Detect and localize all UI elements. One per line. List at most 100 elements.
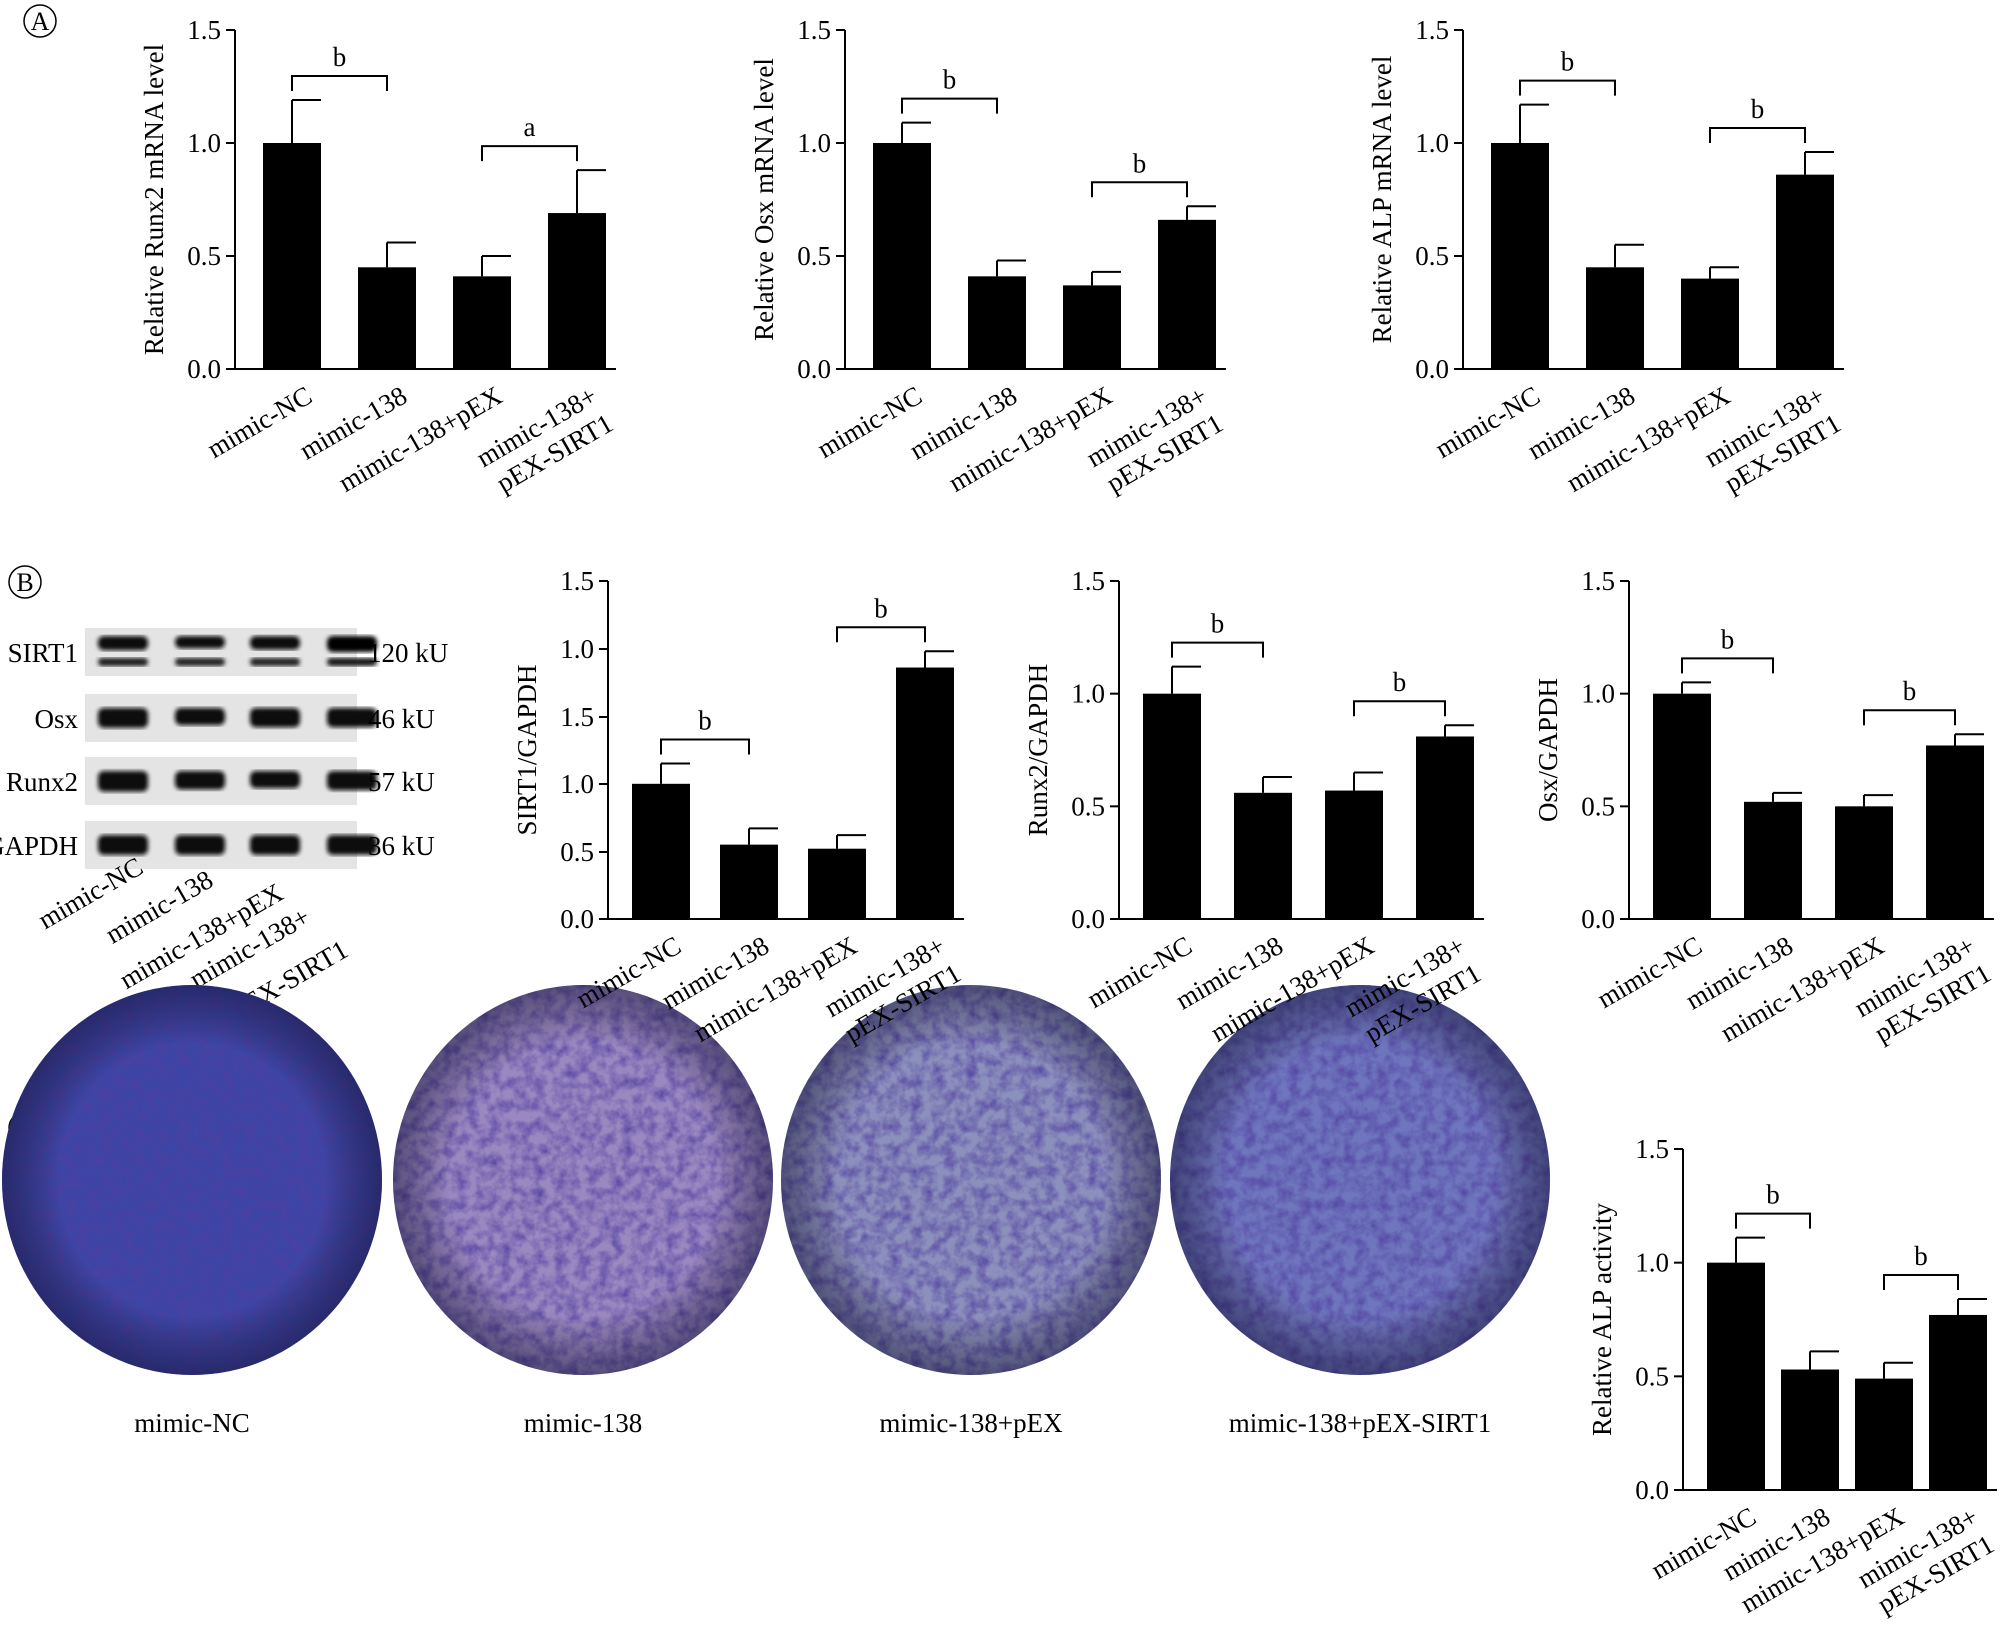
y-tick-label: 1.5 — [560, 566, 594, 596]
y-tick-label: 1.5 — [560, 702, 594, 732]
y-tick-label: 1.0 — [1071, 679, 1105, 709]
blot-band — [98, 658, 148, 666]
blot-band — [98, 835, 148, 855]
bar — [1776, 174, 1834, 369]
y-tick-label: 0.0 — [187, 354, 221, 384]
blot-band — [327, 658, 377, 666]
bar — [1653, 693, 1711, 919]
bar — [1325, 790, 1383, 919]
bar — [453, 276, 511, 369]
y-tick-label: 0.5 — [187, 241, 221, 271]
molecular-weight-label: 36 kU — [368, 831, 435, 861]
bar — [720, 844, 778, 919]
significance-bracket — [1519, 79, 1616, 96]
y-tick-label: 0.0 — [1581, 904, 1615, 934]
bar — [1855, 1378, 1913, 1490]
y-tick-label: 1.5 — [1635, 1134, 1669, 1164]
blot-band — [327, 835, 377, 855]
bar-chart-1: 0.0 0.5 1.0 1.5 Relative Runx2 mRNA level b a m… — [139, 15, 618, 498]
stain-caption: mimic-138 — [524, 1408, 642, 1438]
significance-bracket — [1681, 657, 1774, 674]
bar — [632, 783, 690, 919]
panel-label-b: B — [8, 565, 42, 599]
blot-band — [98, 708, 148, 728]
blot-band — [175, 658, 225, 666]
stain-caption: mimic-NC — [134, 1408, 250, 1438]
category-label: mimic-138+pEX — [943, 380, 1117, 498]
category-label: mimic-NC — [812, 380, 927, 464]
y-axis-label: Relative ALP activity — [1587, 1203, 1617, 1436]
blot-strip — [85, 628, 357, 676]
significance-label: b — [1903, 676, 1917, 706]
y-axis-label: Relative ALP mRNA level — [1367, 56, 1397, 344]
significance-label: b — [333, 42, 347, 72]
y-tick-label: 0.0 — [560, 904, 594, 934]
significance-label: b — [1211, 609, 1225, 639]
blot-band — [98, 636, 148, 651]
significance-bracket — [836, 626, 926, 643]
significance-label: b — [1133, 148, 1147, 178]
blot-band — [175, 835, 225, 855]
significance-bracket — [1171, 641, 1264, 658]
category-label: mimic-138+pEX — [1561, 380, 1735, 498]
protein-label: Runx2 — [6, 767, 78, 797]
bar — [548, 213, 606, 369]
y-tick-label: 1.0 — [560, 769, 594, 799]
category-label: mimic-NC — [1430, 380, 1545, 464]
y-tick-label: 0.0 — [1635, 1475, 1669, 1505]
y-tick-label: 0.5 — [1071, 791, 1105, 821]
y-tick-label: 0.5 — [797, 241, 831, 271]
significance-bracket — [291, 75, 388, 92]
bar — [1781, 1369, 1839, 1490]
blot-band — [327, 636, 377, 652]
plate-vignette — [393, 985, 773, 1375]
protein-label: SIRT1 — [8, 638, 78, 668]
bar — [1681, 278, 1739, 369]
significance-bracket — [1353, 700, 1446, 717]
bar — [263, 143, 321, 369]
y-tick-label: 0.5 — [1581, 791, 1615, 821]
bar — [896, 667, 954, 919]
blot-band — [175, 771, 225, 790]
blot-band — [250, 636, 300, 650]
y-tick-label: 1.0 — [1635, 1248, 1669, 1278]
y-tick-label: 1.0 — [1581, 679, 1615, 709]
plate-vignette — [781, 985, 1161, 1375]
bar — [1143, 693, 1201, 919]
stain-caption: mimic-138+pEX — [879, 1408, 1063, 1438]
bar — [1744, 801, 1802, 919]
significance-bracket — [1883, 1274, 1959, 1291]
stain-plate-image: mimic-138 — [393, 985, 773, 1438]
stain-plate-image: mimic-NC — [2, 985, 382, 1438]
bar — [1835, 806, 1893, 919]
significance-bracket — [660, 738, 750, 755]
significance-label: b — [1766, 1180, 1780, 1210]
y-tick-label: 1.0 — [1415, 128, 1449, 158]
stain-caption: mimic-138+pEX-SIRT1 — [1229, 1408, 1492, 1438]
y-tick-label: 1.5 — [187, 15, 221, 45]
category-label: mimic-138+pEX — [333, 380, 507, 498]
bar — [1586, 267, 1644, 369]
blot-band — [250, 658, 300, 666]
stain-plate-image: mimic-138+pEX-SIRT1 — [1170, 985, 1550, 1438]
bar — [1234, 792, 1292, 919]
y-tick-label: 0.0 — [797, 354, 831, 384]
y-tick-label: 1.0 — [797, 128, 831, 158]
y-tick-label: 1.5 — [1071, 566, 1105, 596]
y-axis-label: Osx/GAPDH — [1533, 678, 1563, 822]
bar — [873, 143, 931, 369]
significance-label: b — [1561, 47, 1575, 77]
bar-chart-3: 0.0 0.5 1.0 1.5 Relative ALP mRNA level b b mim… — [1367, 15, 1846, 498]
molecular-weight-label: 120 kU — [368, 638, 448, 668]
bar — [968, 276, 1026, 369]
bar — [358, 267, 416, 369]
bar — [1158, 219, 1216, 369]
bar — [808, 848, 866, 919]
y-axis-label: Runx2/GAPDH — [1023, 664, 1053, 837]
molecular-weight-label: 57 kU — [368, 767, 435, 797]
y-tick-label: 1.0 — [560, 634, 594, 664]
y-tick-label: 0.5 — [560, 837, 594, 867]
alp-stain-images: mimic-NC mimic-138 mimic-138+pEX mimic-138+… — [2, 985, 1550, 1438]
blot-band — [250, 835, 300, 855]
significance-bracket — [1091, 181, 1188, 198]
